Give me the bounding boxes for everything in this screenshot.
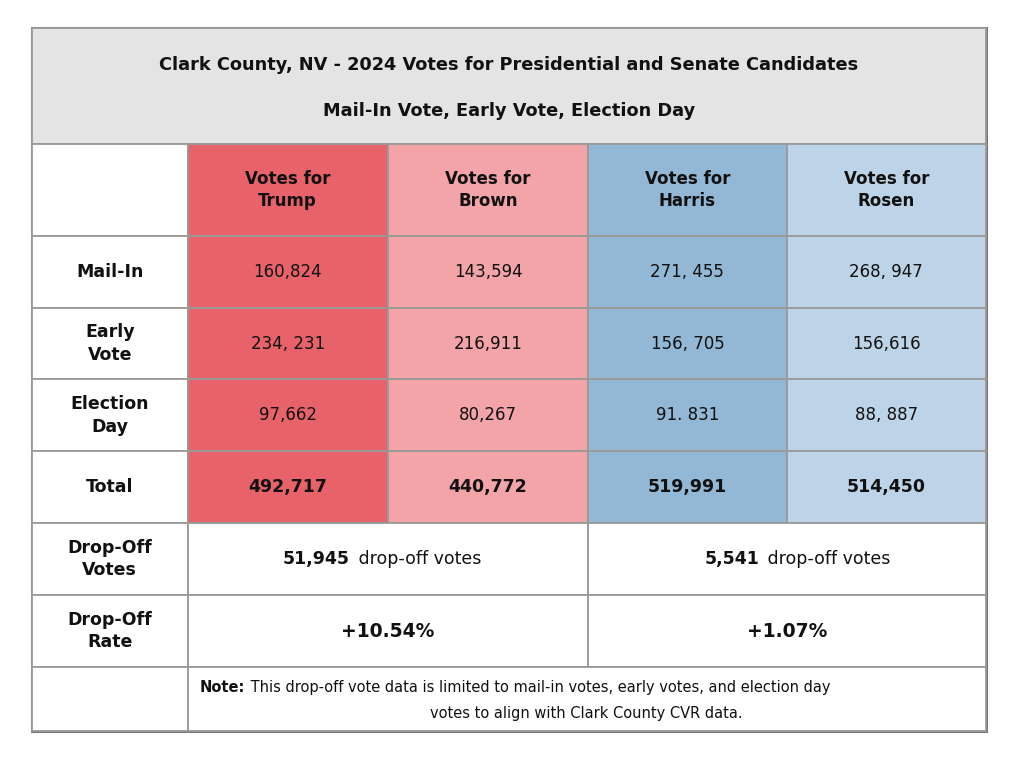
- Text: Note:: Note:: [200, 680, 245, 695]
- Bar: [32, 523, 187, 595]
- Bar: [187, 523, 588, 595]
- Bar: [32, 667, 187, 731]
- Bar: [187, 667, 986, 731]
- Text: 80,267: 80,267: [459, 406, 517, 424]
- Bar: [32, 28, 986, 143]
- Bar: [588, 380, 787, 452]
- Bar: [32, 380, 187, 452]
- Text: 160,824: 160,824: [253, 263, 322, 281]
- Bar: [787, 452, 986, 523]
- Text: 271, 455: 271, 455: [651, 263, 725, 281]
- Bar: [32, 307, 187, 380]
- Bar: [588, 523, 986, 595]
- Text: Votes for
Rosen: Votes for Rosen: [844, 169, 929, 209]
- Text: 268, 947: 268, 947: [849, 263, 923, 281]
- Bar: [787, 236, 986, 307]
- Text: Early
Vote: Early Vote: [84, 323, 134, 364]
- Bar: [187, 143, 388, 236]
- Text: Total: Total: [86, 478, 133, 496]
- Text: 97,662: 97,662: [259, 406, 317, 424]
- Text: +1.07%: +1.07%: [747, 622, 828, 641]
- Bar: [388, 380, 588, 452]
- Text: Votes for
Trump: Votes for Trump: [245, 169, 331, 209]
- Bar: [388, 236, 588, 307]
- Bar: [32, 236, 187, 307]
- Text: Votes for
Harris: Votes for Harris: [644, 169, 730, 209]
- Bar: [32, 595, 187, 667]
- Bar: [588, 143, 787, 236]
- Text: 143,594: 143,594: [454, 263, 522, 281]
- Text: 216,911: 216,911: [454, 335, 522, 353]
- Text: 156,616: 156,616: [852, 335, 920, 353]
- Text: +10.54%: +10.54%: [341, 622, 435, 641]
- Bar: [787, 380, 986, 452]
- Text: 519,991: 519,991: [647, 478, 727, 496]
- Bar: [787, 307, 986, 380]
- Bar: [588, 236, 787, 307]
- Text: 51,945: 51,945: [283, 550, 350, 568]
- Bar: [388, 307, 588, 380]
- Text: 234, 231: 234, 231: [250, 335, 325, 353]
- Text: 514,450: 514,450: [847, 478, 925, 496]
- Text: Mail-In Vote, Early Vote, Election Day: Mail-In Vote, Early Vote, Election Day: [323, 102, 695, 120]
- Text: drop-off votes: drop-off votes: [353, 550, 482, 568]
- Bar: [187, 307, 388, 380]
- Text: 156, 705: 156, 705: [651, 335, 724, 353]
- Text: 91. 831: 91. 831: [656, 406, 719, 424]
- Text: 88, 887: 88, 887: [855, 406, 918, 424]
- Text: 492,717: 492,717: [248, 478, 327, 496]
- Bar: [588, 452, 787, 523]
- Bar: [588, 595, 986, 667]
- Bar: [388, 452, 588, 523]
- Text: votes to align with Clark County CVR data.: votes to align with Clark County CVR dat…: [431, 706, 743, 720]
- Text: Clark County, NV - 2024 Votes for Presidential and Senate Candidates: Clark County, NV - 2024 Votes for Presid…: [160, 56, 858, 74]
- Text: Election
Day: Election Day: [70, 395, 149, 436]
- Bar: [32, 452, 187, 523]
- Text: Drop-Off
Votes: Drop-Off Votes: [67, 539, 152, 579]
- Bar: [187, 236, 388, 307]
- Bar: [787, 143, 986, 236]
- Bar: [588, 307, 787, 380]
- Text: Votes for
Brown: Votes for Brown: [445, 169, 530, 209]
- Bar: [32, 143, 187, 236]
- Text: Drop-Off
Rate: Drop-Off Rate: [67, 611, 152, 651]
- Bar: [187, 452, 388, 523]
- Bar: [388, 143, 588, 236]
- Bar: [187, 595, 588, 667]
- Text: drop-off votes: drop-off votes: [762, 550, 891, 568]
- Bar: [187, 380, 388, 452]
- Text: 5,541: 5,541: [704, 550, 759, 568]
- Text: This drop-off vote data is limited to mail-in votes, early votes, and election d: This drop-off vote data is limited to ma…: [245, 680, 830, 695]
- Text: 440,772: 440,772: [449, 478, 527, 496]
- Text: Mail-In: Mail-In: [76, 263, 144, 281]
